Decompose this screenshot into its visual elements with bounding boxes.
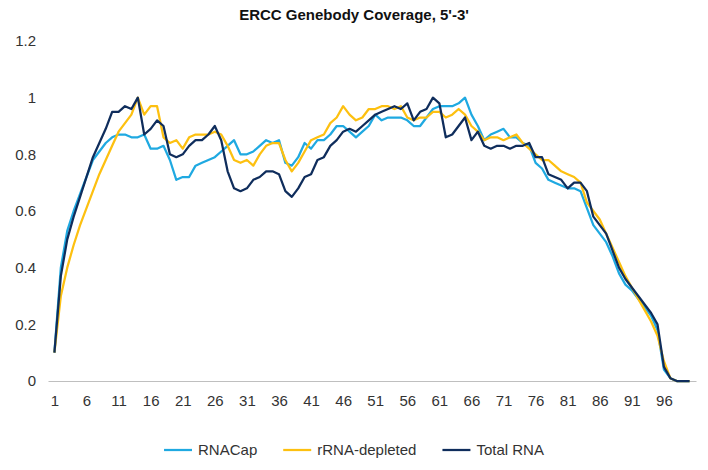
y-tick: 0.4	[15, 259, 48, 276]
y-tick-label: 0.6	[15, 202, 36, 219]
x-tick: 96	[656, 381, 673, 409]
legend-symbol	[283, 449, 311, 451]
x-tick: 76	[528, 381, 545, 409]
y-tick: 1.2	[15, 32, 48, 49]
x-tick-label: 36	[271, 392, 288, 409]
plot: 00.20.40.60.811.216111621263136414651566…	[15, 32, 696, 408]
x-tick: 51	[367, 381, 384, 409]
x-tick-label: 91	[624, 392, 641, 409]
x-tick: 71	[496, 381, 513, 409]
x-tick-label: 61	[432, 392, 449, 409]
x-axis: 16111621263136414651566166717681869196	[49, 381, 697, 409]
legend-item: Total RNA	[442, 441, 544, 458]
y-tick: 0.8	[15, 146, 48, 163]
x-tick-label: 11	[111, 392, 127, 409]
title: ERCC Genebody Coverage, 5'-3'	[239, 6, 469, 23]
y-tick-label: 1	[28, 89, 36, 106]
x-tick-label: 96	[656, 392, 673, 409]
x-tick: 31	[239, 381, 256, 409]
x-tick: 36	[271, 381, 288, 409]
y-tick: 0.6	[15, 202, 48, 219]
y-tick-label: 0.8	[15, 146, 36, 163]
x-tick-label: 6	[83, 392, 91, 409]
legend-label: Total RNA	[476, 441, 544, 458]
x-tick: 61	[432, 381, 449, 409]
y-tick-label: 0	[28, 372, 36, 389]
x-tick: 66	[464, 381, 481, 409]
y-tick-label: 0.4	[15, 259, 36, 276]
y-tick-label: 1.2	[15, 32, 36, 49]
x-tick-label: 86	[592, 392, 609, 409]
chart: ERCC Genebody Coverage, 5'-3'00.20.40.60…	[0, 0, 708, 470]
x-tick: 16	[143, 381, 160, 409]
lines	[54, 98, 689, 381]
x-tick-label: 81	[560, 392, 577, 409]
y-tick: 1	[28, 89, 48, 106]
legend-label: rRNA-depleted	[317, 441, 416, 458]
x-tick-label: 76	[528, 392, 545, 409]
x-tick-label: 41	[303, 392, 320, 409]
legend-symbol	[442, 449, 470, 451]
x-tick: 91	[624, 381, 641, 409]
x-tick-label: 56	[399, 392, 416, 409]
series-line	[54, 98, 689, 381]
legend-symbol	[164, 449, 192, 451]
series-line	[54, 98, 689, 381]
legend-label: RNACap	[198, 441, 257, 458]
x-axis-line	[49, 381, 697, 382]
x-tick: 41	[303, 381, 320, 409]
x-tick: 26	[207, 381, 224, 409]
x-tick: 81	[560, 381, 577, 409]
x-tick-label: 66	[464, 392, 481, 409]
y-axis-line	[48, 42, 49, 382]
legend-item: RNACap	[164, 441, 257, 458]
y-tick-label: 0.2	[15, 316, 36, 333]
x-tick-label: 46	[335, 392, 352, 409]
x-tick-label: 31	[239, 392, 256, 409]
series-line	[54, 98, 689, 381]
y-axis: 0 0.2 0.4 0.6 0.8 1 1.2	[15, 32, 48, 389]
x-tick-label: 26	[207, 392, 224, 409]
x-tick: 11	[111, 381, 127, 409]
x-tick: 21	[175, 381, 192, 409]
y-tick: 0.2	[15, 316, 48, 333]
y-tick: 0	[28, 372, 48, 389]
x-tick-label: 21	[175, 392, 192, 409]
x-tick: 86	[592, 381, 609, 409]
x-tick: 46	[335, 381, 352, 409]
x-tick: 1	[51, 381, 59, 409]
x-tick-label: 16	[143, 392, 160, 409]
x-tick-label: 1	[51, 392, 59, 409]
legend-item: rRNA-depleted	[283, 441, 416, 458]
legend: RNACap rRNA-depleted Total RNA	[164, 441, 544, 458]
x-tick-label: 71	[496, 392, 513, 409]
x-tick-label: 51	[367, 392, 384, 409]
x-tick: 6	[83, 381, 91, 409]
x-tick: 56	[399, 381, 416, 409]
